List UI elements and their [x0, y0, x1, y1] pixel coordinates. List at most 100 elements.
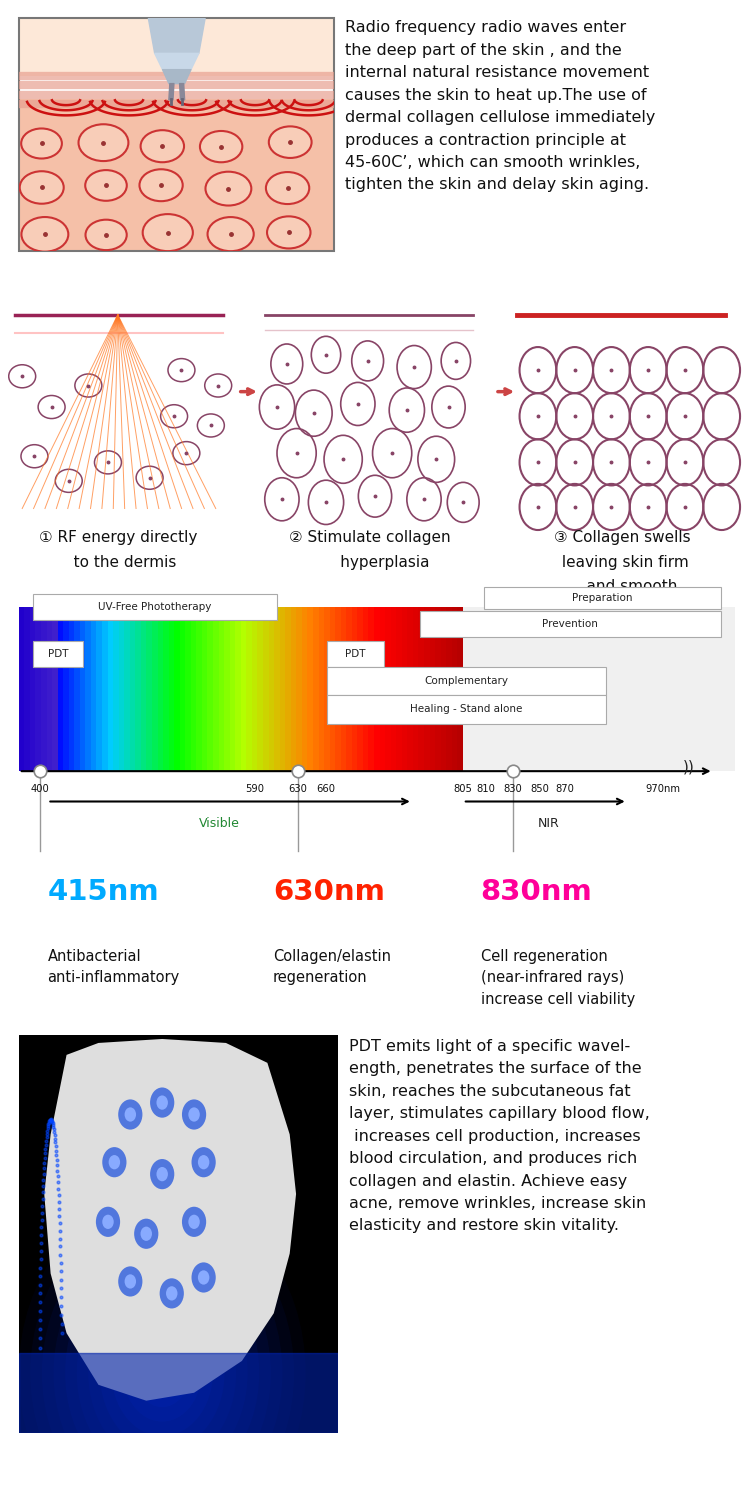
Circle shape [96, 1206, 120, 1237]
Circle shape [266, 172, 309, 204]
Circle shape [118, 1100, 142, 1130]
Circle shape [109, 1155, 120, 1170]
Circle shape [134, 1218, 158, 1249]
Text: Visible: Visible [199, 816, 240, 830]
FancyBboxPatch shape [319, 606, 326, 771]
FancyBboxPatch shape [435, 606, 442, 771]
Text: UV-Free Phototherapy: UV-Free Phototherapy [98, 602, 211, 612]
Circle shape [79, 124, 128, 160]
Circle shape [86, 170, 127, 201]
Circle shape [76, 1266, 248, 1479]
FancyBboxPatch shape [274, 606, 281, 771]
FancyBboxPatch shape [52, 606, 59, 771]
Text: NIR: NIR [538, 816, 560, 830]
FancyBboxPatch shape [236, 606, 242, 771]
FancyBboxPatch shape [391, 606, 398, 771]
FancyBboxPatch shape [308, 606, 314, 771]
Circle shape [123, 1324, 201, 1422]
FancyBboxPatch shape [374, 606, 381, 771]
FancyBboxPatch shape [329, 606, 337, 771]
Text: Collagen/elastin
regeneration: Collagen/elastin regeneration [273, 950, 391, 986]
FancyBboxPatch shape [135, 606, 142, 771]
Text: 660: 660 [316, 784, 334, 794]
FancyBboxPatch shape [146, 606, 154, 771]
FancyBboxPatch shape [102, 606, 109, 771]
FancyBboxPatch shape [33, 594, 277, 619]
Circle shape [146, 1353, 178, 1392]
Circle shape [86, 219, 127, 251]
Circle shape [140, 170, 183, 201]
FancyBboxPatch shape [346, 606, 353, 771]
FancyBboxPatch shape [484, 586, 721, 609]
FancyBboxPatch shape [19, 99, 334, 250]
FancyBboxPatch shape [291, 606, 298, 771]
Text: 970nm: 970nm [646, 784, 681, 794]
FancyBboxPatch shape [446, 606, 453, 771]
FancyBboxPatch shape [280, 606, 286, 771]
Text: Complementary: Complementary [424, 676, 508, 687]
FancyBboxPatch shape [246, 606, 254, 771]
FancyBboxPatch shape [324, 606, 331, 771]
FancyBboxPatch shape [430, 606, 436, 771]
Circle shape [198, 1270, 209, 1284]
Circle shape [157, 1167, 168, 1182]
FancyBboxPatch shape [46, 606, 53, 771]
Circle shape [150, 1088, 174, 1118]
Circle shape [206, 171, 251, 206]
Circle shape [100, 1294, 224, 1450]
FancyBboxPatch shape [268, 606, 275, 771]
FancyBboxPatch shape [30, 606, 37, 771]
Text: 850: 850 [531, 784, 550, 794]
Circle shape [142, 214, 193, 250]
Text: Radio frequency radio waves enter
the deep part of the skin , and the
internal n: Radio frequency radio waves enter the de… [345, 21, 656, 192]
FancyBboxPatch shape [327, 640, 384, 668]
FancyBboxPatch shape [74, 606, 81, 771]
FancyBboxPatch shape [141, 606, 148, 771]
FancyBboxPatch shape [327, 696, 606, 723]
FancyBboxPatch shape [218, 606, 226, 771]
Circle shape [102, 1148, 127, 1178]
FancyBboxPatch shape [80, 606, 87, 771]
FancyBboxPatch shape [190, 606, 198, 771]
FancyBboxPatch shape [380, 606, 386, 771]
FancyBboxPatch shape [302, 606, 309, 771]
Text: 630: 630 [289, 784, 308, 794]
Circle shape [160, 1278, 184, 1308]
FancyBboxPatch shape [440, 606, 448, 771]
FancyBboxPatch shape [452, 606, 459, 771]
Circle shape [188, 1215, 200, 1228]
FancyBboxPatch shape [202, 606, 209, 771]
Polygon shape [19, 1353, 338, 1432]
FancyBboxPatch shape [257, 606, 265, 771]
Text: Cell regeneration
(near-infrared rays)
increase cell viability: Cell regeneration (near-infrared rays) i… [481, 950, 635, 1006]
FancyBboxPatch shape [63, 606, 70, 771]
Text: Healing - Stand alone: Healing - Stand alone [410, 705, 523, 714]
Text: Preparation: Preparation [572, 592, 633, 603]
FancyBboxPatch shape [113, 606, 120, 771]
FancyBboxPatch shape [158, 606, 164, 771]
Circle shape [124, 1107, 136, 1122]
Circle shape [112, 1310, 213, 1436]
FancyBboxPatch shape [19, 18, 334, 76]
Circle shape [53, 1238, 271, 1500]
FancyBboxPatch shape [368, 606, 376, 771]
Circle shape [140, 1227, 152, 1240]
FancyBboxPatch shape [35, 606, 43, 771]
FancyBboxPatch shape [185, 606, 192, 771]
FancyBboxPatch shape [24, 606, 32, 771]
Circle shape [140, 130, 184, 162]
Circle shape [88, 1281, 236, 1466]
Text: 830: 830 [503, 784, 522, 794]
Text: 415nm: 415nm [47, 878, 159, 906]
Circle shape [182, 1206, 206, 1237]
Circle shape [42, 1222, 283, 1500]
FancyBboxPatch shape [86, 606, 92, 771]
FancyBboxPatch shape [163, 606, 170, 771]
FancyBboxPatch shape [357, 606, 364, 771]
Text: PDT: PDT [345, 650, 366, 658]
FancyBboxPatch shape [419, 606, 425, 771]
Circle shape [135, 1338, 190, 1407]
FancyBboxPatch shape [296, 606, 303, 771]
Circle shape [198, 1155, 209, 1170]
FancyBboxPatch shape [263, 606, 270, 771]
